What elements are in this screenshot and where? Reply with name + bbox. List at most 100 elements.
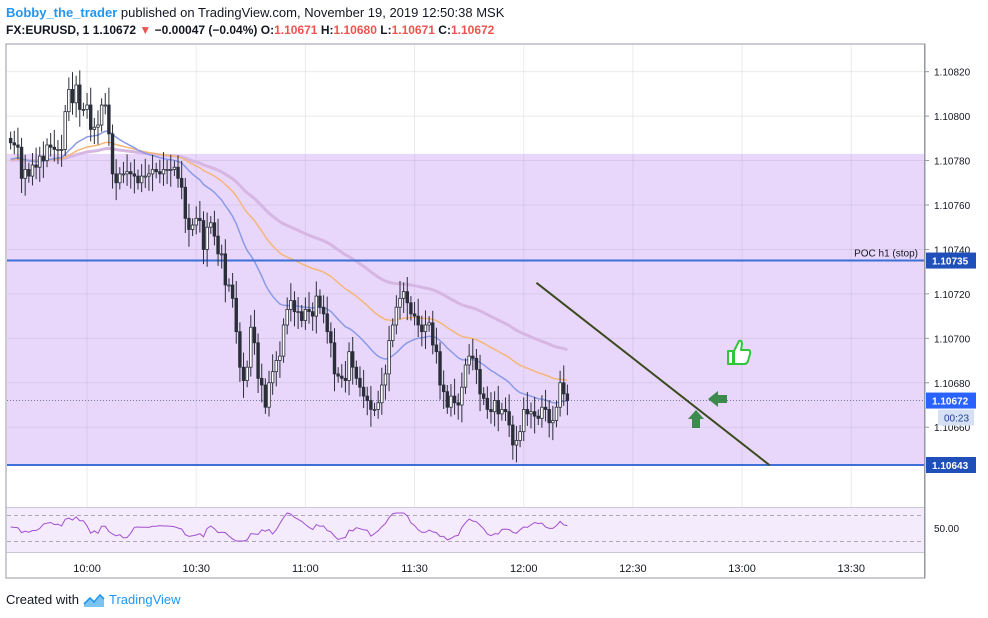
candle[interactable] <box>456 402 460 406</box>
candle[interactable] <box>27 169 31 177</box>
candle[interactable] <box>34 164 38 168</box>
candle[interactable] <box>492 400 497 413</box>
candle[interactable] <box>321 306 326 315</box>
candle[interactable] <box>267 382 271 408</box>
candle[interactable] <box>30 164 35 177</box>
candle[interactable] <box>340 375 344 379</box>
candlestick-series[interactable] <box>8 70 570 463</box>
candle[interactable] <box>88 104 93 130</box>
horizontal-levels[interactable]: POC h1 (stop) <box>7 249 924 466</box>
candle[interactable] <box>19 146 24 179</box>
time-axis[interactable]: 10:00 10:30 11:00 11:30 12:00 12:30 13:00 13:30 <box>73 563 865 575</box>
candle[interactable] <box>198 217 202 221</box>
candle[interactable] <box>227 284 231 287</box>
candle[interactable] <box>201 220 206 250</box>
candle[interactable] <box>463 364 468 388</box>
candle[interactable] <box>401 291 406 299</box>
candle[interactable] <box>241 366 246 381</box>
candle[interactable] <box>274 360 278 373</box>
candle[interactable] <box>332 342 337 375</box>
candle[interactable] <box>532 411 537 417</box>
candle[interactable] <box>136 175 140 184</box>
candle[interactable] <box>234 297 238 333</box>
candle[interactable] <box>281 324 286 357</box>
tradingview-link[interactable]: TradingView <box>108 592 181 607</box>
candle[interactable] <box>212 222 217 237</box>
candle[interactable] <box>260 377 264 386</box>
candle[interactable] <box>63 111 67 150</box>
candle[interactable] <box>238 331 242 368</box>
candle[interactable] <box>398 297 402 308</box>
candle[interactable] <box>118 173 122 184</box>
candle[interactable] <box>41 155 46 161</box>
candle[interactable] <box>380 384 384 404</box>
candle[interactable] <box>150 169 155 175</box>
candle[interactable] <box>489 409 493 413</box>
candle[interactable] <box>518 431 522 441</box>
candle[interactable] <box>350 351 355 368</box>
candle[interactable] <box>169 169 173 171</box>
candle[interactable] <box>292 300 297 313</box>
candle[interactable] <box>445 391 450 408</box>
candle[interactable] <box>99 104 104 126</box>
candle[interactable] <box>70 89 75 104</box>
candle[interactable] <box>125 171 129 175</box>
candle[interactable] <box>216 235 220 255</box>
price-axis[interactable]: 1.108201.108001.107801.107601.107401.107… <box>924 68 971 435</box>
candle[interactable] <box>48 144 53 148</box>
candle[interactable] <box>481 393 486 399</box>
candle[interactable] <box>8 137 13 144</box>
candle[interactable] <box>347 351 351 381</box>
candle[interactable] <box>158 171 162 175</box>
candle[interactable] <box>420 324 424 333</box>
candle[interactable] <box>551 420 555 424</box>
candle[interactable] <box>121 173 126 176</box>
candle[interactable] <box>412 313 417 317</box>
candle[interactable] <box>369 400 373 410</box>
candle[interactable] <box>543 406 548 410</box>
candle[interactable] <box>467 355 471 366</box>
candle[interactable] <box>205 226 209 250</box>
candle[interactable] <box>391 324 395 341</box>
candle[interactable] <box>187 217 191 230</box>
candle[interactable] <box>434 344 439 353</box>
candle[interactable] <box>110 133 115 175</box>
candle[interactable] <box>285 309 289 326</box>
candle[interactable] <box>496 400 500 415</box>
candle[interactable] <box>230 284 235 299</box>
candle[interactable] <box>409 302 413 315</box>
candle[interactable] <box>114 173 118 184</box>
candle[interactable] <box>427 322 431 326</box>
candle[interactable] <box>300 311 304 321</box>
candle[interactable] <box>507 411 511 426</box>
candle[interactable] <box>147 173 151 177</box>
candle[interactable] <box>536 415 540 419</box>
candle[interactable] <box>318 295 322 308</box>
candle[interactable] <box>423 324 428 333</box>
candle[interactable] <box>296 311 300 314</box>
candle[interactable] <box>183 186 188 219</box>
candle[interactable] <box>329 331 333 344</box>
candle[interactable] <box>303 309 308 321</box>
candle[interactable] <box>252 326 257 344</box>
candle[interactable] <box>383 373 388 386</box>
candle[interactable] <box>511 424 515 446</box>
candle[interactable] <box>372 409 377 411</box>
candle[interactable] <box>478 369 482 395</box>
candle[interactable] <box>223 253 228 286</box>
candle[interactable] <box>96 124 100 128</box>
candle[interactable] <box>85 104 89 110</box>
candle[interactable] <box>394 306 399 326</box>
candle[interactable] <box>529 411 533 415</box>
candle[interactable] <box>540 406 544 419</box>
candle[interactable] <box>129 171 133 175</box>
candle[interactable] <box>416 315 420 326</box>
candle[interactable] <box>522 409 526 433</box>
candle[interactable] <box>405 291 409 304</box>
candle[interactable] <box>172 166 177 170</box>
candle[interactable] <box>514 440 519 446</box>
candle[interactable] <box>256 342 260 379</box>
candle[interactable] <box>194 217 198 226</box>
candle[interactable] <box>358 377 362 388</box>
